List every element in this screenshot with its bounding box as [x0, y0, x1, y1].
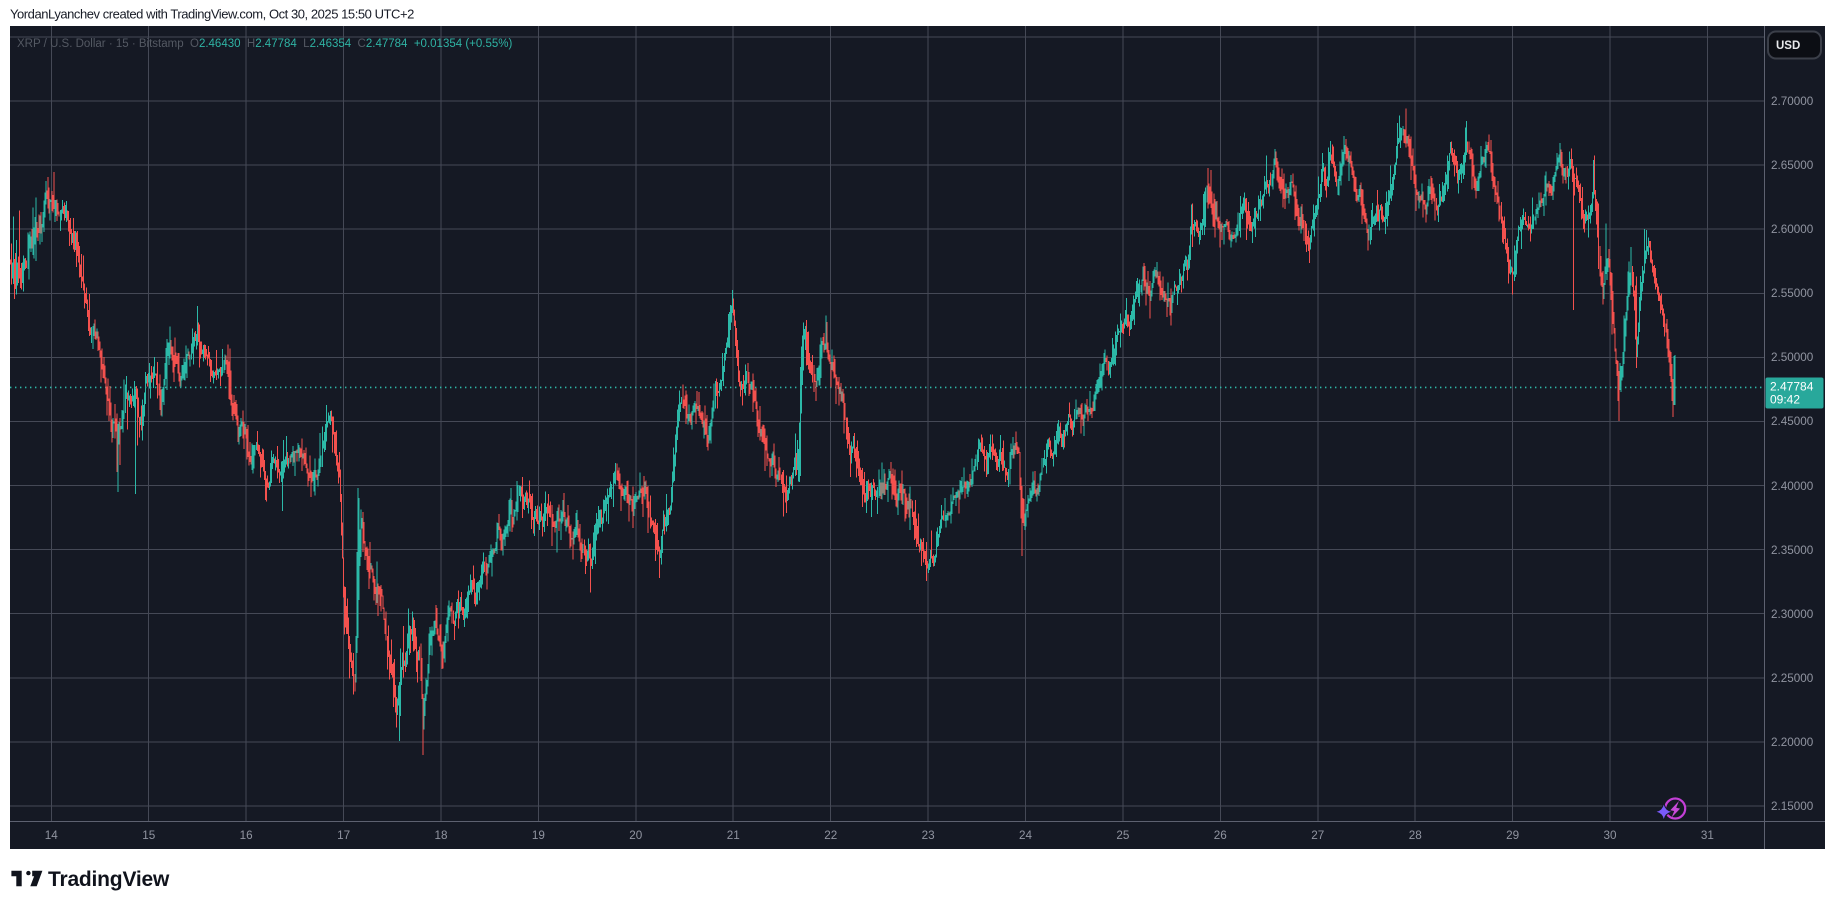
svg-text:21: 21 — [727, 829, 740, 842]
svg-text:TradingView: TradingView — [48, 868, 170, 891]
svg-text:30: 30 — [1603, 829, 1617, 842]
svg-text:16: 16 — [240, 829, 253, 842]
svg-text:15: 15 — [142, 829, 156, 842]
svg-text:2.47784: 2.47784 — [1770, 380, 1814, 394]
svg-text:14: 14 — [45, 829, 59, 842]
svg-text:2.15000: 2.15000 — [1771, 800, 1814, 813]
svg-text:USD: USD — [1776, 40, 1800, 52]
svg-text:09:42: 09:42 — [1770, 393, 1800, 407]
svg-text:2.50000: 2.50000 — [1771, 351, 1814, 364]
svg-text:20: 20 — [629, 829, 643, 842]
svg-text:18: 18 — [434, 829, 447, 842]
svg-text:2.55000: 2.55000 — [1771, 287, 1814, 300]
svg-text:2.20000: 2.20000 — [1771, 736, 1814, 749]
svg-text:2.65000: 2.65000 — [1771, 159, 1814, 172]
svg-text:23: 23 — [922, 829, 935, 842]
svg-text:2.45000: 2.45000 — [1771, 415, 1814, 428]
svg-text:28: 28 — [1409, 829, 1422, 842]
svg-text:17: 17 — [337, 829, 350, 842]
svg-text:25: 25 — [1116, 829, 1130, 842]
svg-text:22: 22 — [824, 829, 837, 842]
svg-text:19: 19 — [532, 829, 545, 842]
svg-text:2.35000: 2.35000 — [1771, 544, 1814, 557]
svg-text:31: 31 — [1701, 829, 1714, 842]
svg-text:2.25000: 2.25000 — [1771, 672, 1814, 685]
svg-text:2.40000: 2.40000 — [1771, 480, 1814, 493]
svg-text:27: 27 — [1311, 829, 1324, 842]
svg-text:26: 26 — [1214, 829, 1227, 842]
svg-text:YordanLyanchev created with Tr: YordanLyanchev created with TradingView.… — [10, 7, 414, 22]
svg-text:24: 24 — [1019, 829, 1033, 842]
svg-text:2.30000: 2.30000 — [1771, 608, 1814, 621]
svg-text:29: 29 — [1506, 829, 1519, 842]
svg-text:2.70000: 2.70000 — [1771, 95, 1814, 108]
svg-text:2.60000: 2.60000 — [1771, 223, 1814, 236]
svg-text:XRP / U.S. Dollar · 15 · Bitst: XRP / U.S. Dollar · 15 · Bitstamp O2.464… — [17, 38, 512, 50]
